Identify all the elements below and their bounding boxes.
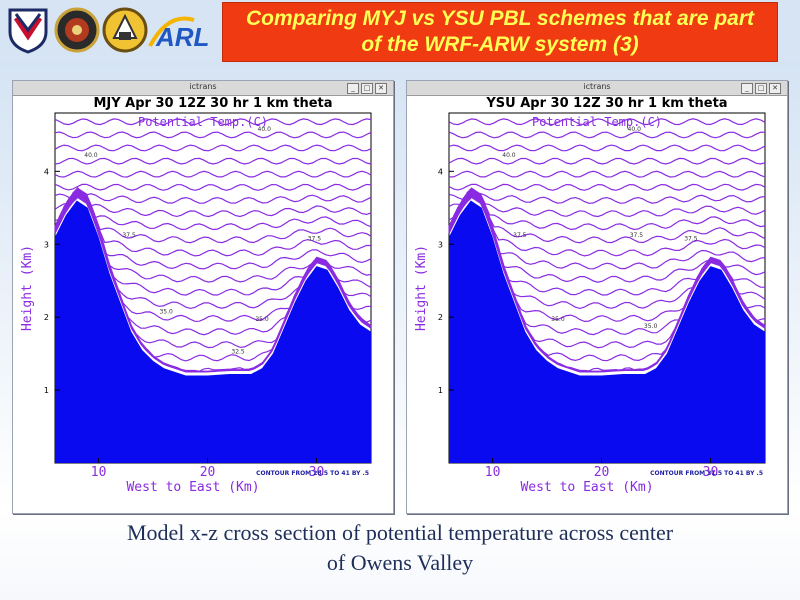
caption-line-1: Model x-z cross section of potential tem… [126,520,674,545]
y-tick-label: 3 [44,240,49,249]
y-tick-label: 1 [438,386,443,395]
contour-line [448,192,766,204]
contour-line [54,183,372,191]
caption-line-2: of Owens Valley [326,550,474,575]
y-tick-label: 4 [44,167,49,176]
y-axis-label: Height (Km) [414,245,429,331]
x-tick-label: 30 [309,465,325,480]
contour-label: 35.0 [644,323,658,330]
maximize-button[interactable]: □ [755,83,767,94]
ictrans-window-right: ictrans _ □ ✕ 40.0 40.0 37.5 37.5 37.5 35.0 35… [406,80,788,514]
seal-logo [54,7,100,53]
contour-line [448,190,766,270]
window-titlebar[interactable]: ictrans _ □ ✕ [13,81,393,96]
x-tick-label: 10 [91,465,107,480]
contour-label: 35.0 [159,309,173,316]
contour-line [448,157,766,165]
ictrans-window-left: ictrans _ □ ✕ 40.0 40.0 37.5 37.5 35.0 35.0 32… [12,80,394,514]
contour-label: 40.0 [258,126,272,133]
contour-label: 37.5 [684,236,698,243]
contour-line [448,190,766,283]
contour-label: 32.5 [231,349,245,356]
contour-label: 35.0 [551,316,565,323]
army-shield-logo [8,8,48,54]
contour-label: 37.5 [308,236,322,243]
x-tick-label: 20 [200,465,216,480]
maximize-button[interactable]: □ [361,83,373,94]
contour-line [449,170,766,178]
x-tick-label: 20 [594,465,610,480]
window-title: ictrans [583,82,611,91]
contour-lines [54,118,372,373]
contour-line [54,190,372,270]
slide-title-box: Comparing MYJ vs YSU PBL schemes that ar… [222,2,778,62]
x-axis-label: West to East (Km) [520,480,653,495]
contour-line [54,188,372,231]
chart-title: MJY Apr 30 12Z 30 hr 1 km theta [93,96,332,111]
contour-line [448,118,766,126]
y-tick-label: 1 [44,386,49,395]
close-button[interactable]: ✕ [769,83,781,94]
contour-label: 37.5 [122,232,136,239]
contour-label: 37.5 [513,232,527,239]
contour-line [54,170,372,178]
svg-text:ARL: ARL [155,22,209,52]
contour-footnote: CONTOUR FROM 31.5 TO 41 BY .5 [650,470,763,477]
y-tick-label: 3 [438,240,443,249]
contour-lines [448,118,766,373]
contour-line [448,183,766,191]
contour-line [448,189,766,257]
castle-seal-logo [102,7,148,53]
close-button[interactable]: ✕ [375,83,387,94]
chart-subtitle: Potential Temp.(C) [532,115,662,129]
contour-line [54,189,371,257]
chart-subtitle: Potential Temp.(C) [138,115,268,129]
contour-label: 37.5 [630,232,644,239]
theta-cross-section-chart-ysu: 40.0 40.0 37.5 37.5 37.5 35.0 35.0 YSU Apr 30 1… [414,96,766,495]
theta-cross-section-chart-mjy: 40.0 40.0 37.5 37.5 35.0 35.0 32.5 MJY Apr 30 1… [20,96,372,495]
chart-title: YSU Apr 30 12Z 30 hr 1 km theta [485,96,727,111]
contour-line [54,190,372,283]
contour-label: 40.0 [84,152,98,159]
arl-logo: ARL [148,16,209,52]
y-tick-label: 2 [438,313,443,322]
contour-line [448,144,766,152]
slide-caption: Model x-z cross section of potential tem… [0,518,800,578]
window-title: ictrans [189,82,217,91]
contour-line [448,188,766,231]
contour-line [54,118,372,126]
contour-line [448,187,766,218]
contour-label: 35.0 [255,316,269,323]
contour-label: 40.0 [628,126,642,133]
contour-label: 40.0 [502,152,516,159]
y-axis-label: Height (Km) [20,245,35,331]
contour-line [54,185,372,204]
terrain-area [55,200,371,463]
x-tick-label: 30 [703,465,719,480]
window-titlebar[interactable]: ictrans _ □ ✕ [407,81,787,96]
minimize-button[interactable]: _ [347,83,359,94]
slide-title: Comparing MYJ vs YSU PBL schemes that ar… [245,7,755,56]
contour-line [448,131,766,139]
x-tick-label: 10 [485,465,501,480]
contour-footnote: CONTOUR FROM 28.5 TO 41 BY .5 [256,470,369,477]
contour-line [54,187,372,218]
x-axis-label: West to East (Km) [126,480,259,495]
minimize-button[interactable]: _ [741,83,753,94]
contour-line [54,131,372,139]
contour-line [448,188,766,244]
contour-line [54,144,372,152]
y-tick-label: 4 [438,167,443,176]
terrain-area [449,200,765,463]
contour-line [54,157,372,165]
contour-line [54,188,372,244]
y-tick-label: 2 [44,313,49,322]
